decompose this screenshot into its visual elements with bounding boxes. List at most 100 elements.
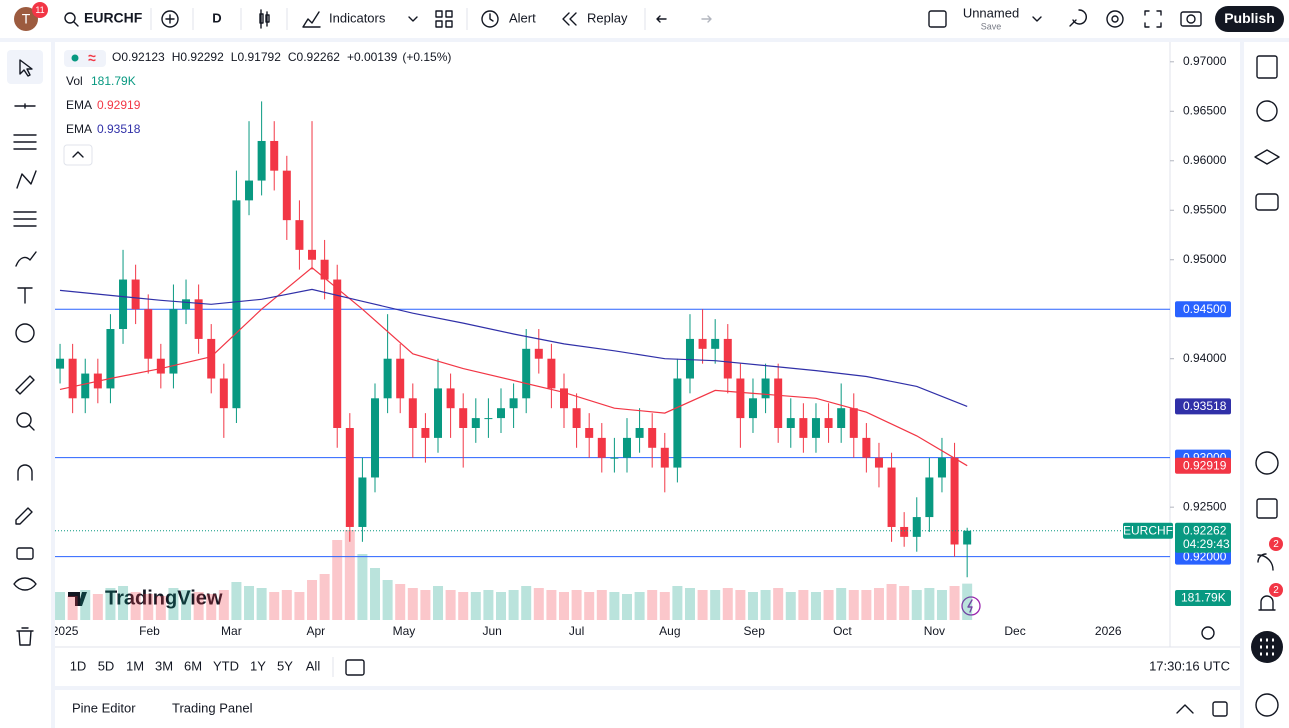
magnet-tool[interactable] [17,464,33,481]
y-tick-label: 0.94000 [1183,351,1227,365]
layout-name[interactable]: Unnamed [963,5,1019,20]
volume-bar [420,590,431,620]
collapse-icon [72,151,84,158]
pattern-tool[interactable] [16,170,37,189]
snapshot[interactable] [1180,11,1202,27]
volume-bar [508,590,519,620]
range-button[interactable]: All [306,658,321,673]
collapse-button[interactable] [63,144,93,166]
candle-body [156,358,165,374]
lightning-icon[interactable] [961,596,981,616]
range-bar: 1D 5D 1M 3M 6M YTD 1Y 5Y All [70,658,321,673]
tool-active-bg [7,50,43,84]
volume-bar [697,590,708,620]
undo[interactable] [656,15,667,23]
calendar[interactable] [1256,498,1278,519]
layout-save[interactable]: Save [981,21,1002,31]
layout-icon[interactable] [928,10,947,28]
panel-tab[interactable]: Pine Editor [72,700,136,715]
range-button[interactable]: 1M [126,658,144,673]
volume-bar [546,590,557,620]
emoji-tool[interactable] [15,323,35,343]
price-axis: 0.97000 0.96500 0.96000 0.95500 0.95000 0.940… [1123,54,1231,606]
ruler-tool[interactable] [15,375,35,395]
indicators-icon[interactable] [302,11,321,28]
clock[interactable]: 17:30:16 UTC [1149,658,1230,673]
brush-tool[interactable] [15,251,37,267]
candle-body [68,358,77,399]
candle-body [459,408,468,428]
chevron[interactable] [408,16,418,22]
fib-tool[interactable] [13,134,37,150]
candle-body [131,279,140,310]
volume-bar [281,590,292,620]
lock-tool[interactable] [16,547,34,560]
range-button[interactable]: 1Y [250,658,266,673]
alert[interactable]: Alert [509,10,536,25]
volume-bar [332,540,343,620]
news[interactable] [1257,553,1274,571]
axis-settings[interactable] [1201,626,1215,640]
redo[interactable] [701,15,712,23]
notifications[interactable] [1258,595,1276,611]
panel-expand[interactable] [1176,704,1194,714]
ohlc-value: 0.92292 [180,50,224,64]
quick-search[interactable] [1069,9,1087,27]
line-tool[interactable] [14,103,36,109]
symbol[interactable]: EURCHF [84,10,143,26]
cursor-tool[interactable] [19,59,33,77]
alert-icon[interactable] [481,10,499,28]
y-tick-label: 0.97000 [1183,54,1227,68]
volume-bar [936,590,947,620]
alerts-panel[interactable] [1256,100,1278,122]
indicators[interactable]: Indicators [329,10,386,25]
help[interactable] [1255,693,1279,717]
candle-body [786,418,795,428]
replay-icon[interactable] [562,12,577,26]
settings[interactable] [1106,10,1124,28]
visibility-tool[interactable] [13,577,37,591]
watchlist[interactable] [1256,55,1278,79]
volume-bar [256,588,267,620]
candle-body [887,467,896,527]
candle-body [648,427,657,448]
candle-body [320,259,329,280]
layouts[interactable] [435,10,453,28]
chart-type[interactable] [259,9,270,29]
candle-body [572,408,581,428]
forecast-tool[interactable] [13,211,37,227]
x-tick-label: Oct [833,624,852,638]
range-button[interactable]: 1D [70,658,87,673]
interval[interactable]: D [212,10,221,25]
volume-bar [634,592,645,620]
line-badge [1175,301,1231,318]
badge [1269,583,1283,597]
text-tool[interactable] [17,287,33,304]
fullscreen[interactable] [1144,10,1162,28]
range-button[interactable]: YTD [213,658,239,673]
draw-mode[interactable] [15,507,33,525]
panel-maximize[interactable] [1212,701,1228,717]
hotlist[interactable] [1255,451,1279,475]
go-to-date[interactable] [345,659,365,676]
layers[interactable] [1254,149,1280,165]
chevron[interactable] [1032,16,1042,22]
replay[interactable]: Replay [587,10,628,25]
avatar[interactable] [14,7,38,31]
range-button[interactable]: 6M [184,658,202,673]
add-symbol[interactable] [161,10,179,28]
volume-bar [924,588,935,620]
trash-tool[interactable] [16,627,34,646]
volume-bar [294,592,305,620]
panel-tab[interactable]: Trading Panel [172,700,253,715]
range-button[interactable]: 3M [155,658,173,673]
chat[interactable] [1255,193,1279,211]
publish-button[interactable] [1215,6,1284,32]
candle-body [963,530,972,545]
legend-toggle[interactable] [64,50,106,67]
search-icon[interactable] [64,12,76,24]
range-button[interactable]: 5D [98,658,115,673]
candle-body [799,418,808,438]
zoom-tool[interactable] [16,412,32,428]
range-button[interactable]: 5Y [277,658,293,673]
